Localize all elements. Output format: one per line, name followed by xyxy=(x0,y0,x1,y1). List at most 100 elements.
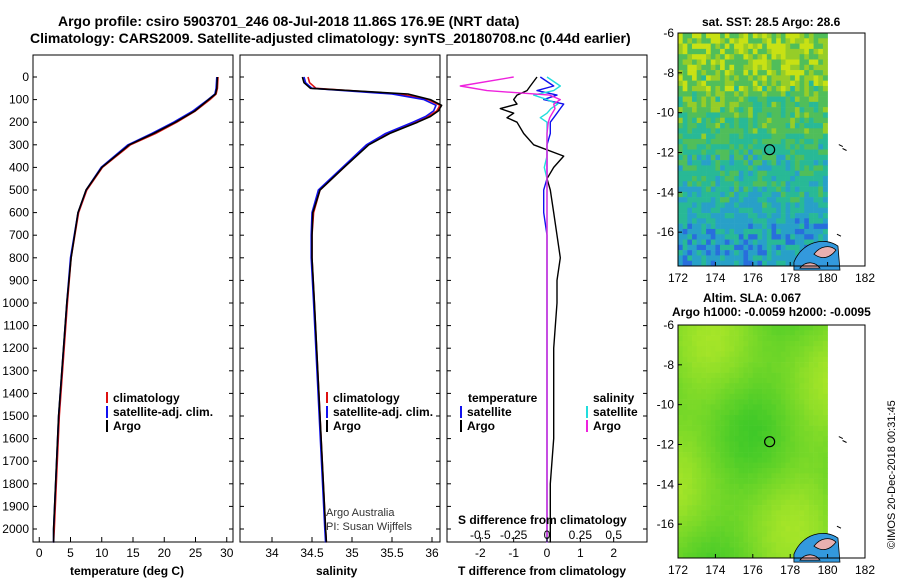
map-cell xyxy=(766,510,772,516)
map-cell xyxy=(799,207,805,214)
map-cell xyxy=(757,107,763,113)
map-cell xyxy=(701,340,707,347)
map-cell xyxy=(678,160,683,166)
map-cell xyxy=(696,228,702,235)
map-cell xyxy=(757,515,763,522)
map-cell xyxy=(757,64,763,71)
map-cell xyxy=(799,536,805,543)
map-cell xyxy=(794,202,800,209)
map-cell xyxy=(748,531,754,538)
map-cell xyxy=(738,340,744,347)
salinity-tick-label: 35 xyxy=(345,546,359,560)
map-cell xyxy=(780,64,786,71)
map-cell xyxy=(822,505,828,511)
legend-s-argo: Argo xyxy=(593,419,621,433)
map-cell xyxy=(752,393,758,400)
map-cell xyxy=(752,489,758,495)
map-cell xyxy=(794,362,800,368)
map-cell xyxy=(706,351,712,358)
map-cell xyxy=(771,552,777,559)
map-cell xyxy=(715,531,721,538)
map-cell xyxy=(706,91,712,97)
map-cell xyxy=(790,441,796,448)
map-cell xyxy=(710,494,716,501)
map-cell xyxy=(785,362,791,368)
map-cell xyxy=(808,415,814,421)
map-cell xyxy=(780,346,786,352)
map-cell xyxy=(771,330,777,336)
map-cell xyxy=(734,91,740,97)
map-cell xyxy=(715,80,721,87)
map-cell xyxy=(701,494,707,501)
map-cell xyxy=(720,483,726,490)
map-cell xyxy=(748,43,754,50)
map-lat-tick-label: -14 xyxy=(657,185,675,199)
map-cell xyxy=(818,505,824,511)
map-cell xyxy=(734,250,740,256)
map-cell xyxy=(729,399,735,405)
map-cell xyxy=(799,197,805,203)
map-cell xyxy=(692,160,697,166)
map-cell xyxy=(766,191,772,198)
map-cell xyxy=(682,228,688,235)
map-cell xyxy=(729,170,735,177)
map-cell xyxy=(790,123,796,129)
difference-t-tick-label: 1 xyxy=(577,546,584,560)
map-cell xyxy=(734,223,740,230)
map-cell xyxy=(696,202,702,209)
map-cell xyxy=(692,393,697,400)
map-cell xyxy=(790,478,796,485)
map-cell xyxy=(794,170,800,177)
map-cell xyxy=(734,64,740,71)
map-cell xyxy=(818,186,824,193)
map-cell xyxy=(794,154,800,161)
map-cell xyxy=(729,197,735,203)
map-cell xyxy=(813,473,819,479)
map-cell xyxy=(780,85,786,92)
map-cell xyxy=(752,213,758,219)
map-cell xyxy=(720,186,726,193)
map-cell xyxy=(734,96,740,103)
map-cell xyxy=(734,425,740,432)
map-cell xyxy=(766,144,772,150)
map-cell xyxy=(720,191,726,198)
difference-lines xyxy=(459,76,565,543)
temperature-tick-label: 5 xyxy=(67,546,74,560)
map-cell xyxy=(687,202,693,209)
map-cell xyxy=(752,547,758,554)
map-cell xyxy=(724,202,730,209)
map-cell xyxy=(790,462,796,469)
map-cell xyxy=(790,33,796,39)
map-cell xyxy=(734,377,740,384)
map-cell xyxy=(738,101,744,108)
map-cell xyxy=(785,399,791,405)
map-cell xyxy=(706,218,712,224)
map-cell xyxy=(687,383,693,389)
map-cell xyxy=(720,457,726,463)
map-cell xyxy=(780,520,786,527)
map-lat-tick-label: -10 xyxy=(657,398,675,412)
map-cell xyxy=(790,425,796,432)
map-cell xyxy=(752,33,758,39)
map-cell xyxy=(785,165,791,171)
map-cell xyxy=(696,489,702,495)
map-cell xyxy=(762,144,768,150)
map-cell xyxy=(738,75,744,81)
map-cell xyxy=(678,510,683,516)
map-cell xyxy=(706,149,712,156)
map-cell xyxy=(710,430,716,437)
map-cell xyxy=(762,59,768,66)
map-cell xyxy=(701,181,707,187)
map-cell xyxy=(682,80,688,87)
map-cell xyxy=(799,346,805,352)
map-cell xyxy=(794,393,800,400)
map-cell xyxy=(804,80,810,87)
map-cell xyxy=(799,510,805,516)
map-cell xyxy=(757,356,763,363)
map-cell xyxy=(762,377,768,384)
map-cell xyxy=(762,218,768,224)
map-cell xyxy=(813,377,819,384)
sst-map xyxy=(678,33,865,271)
map-cell xyxy=(790,351,796,358)
map-cell xyxy=(808,499,814,506)
